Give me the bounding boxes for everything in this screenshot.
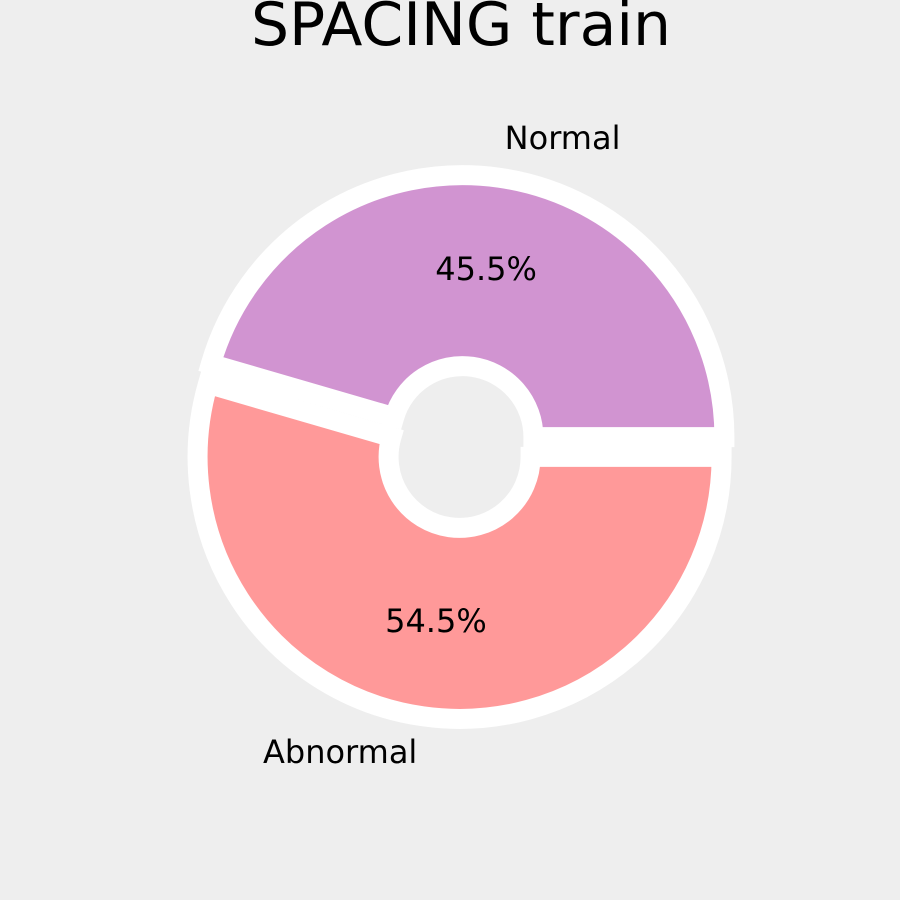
category-label-normal: Normal xyxy=(505,119,621,157)
chart-title: SPACING train xyxy=(251,0,671,60)
percent-label-normal: 45.5% xyxy=(435,250,537,288)
category-label-abnormal: Abnormal xyxy=(263,733,417,771)
percent-label-abnormal: 54.5% xyxy=(385,602,487,640)
